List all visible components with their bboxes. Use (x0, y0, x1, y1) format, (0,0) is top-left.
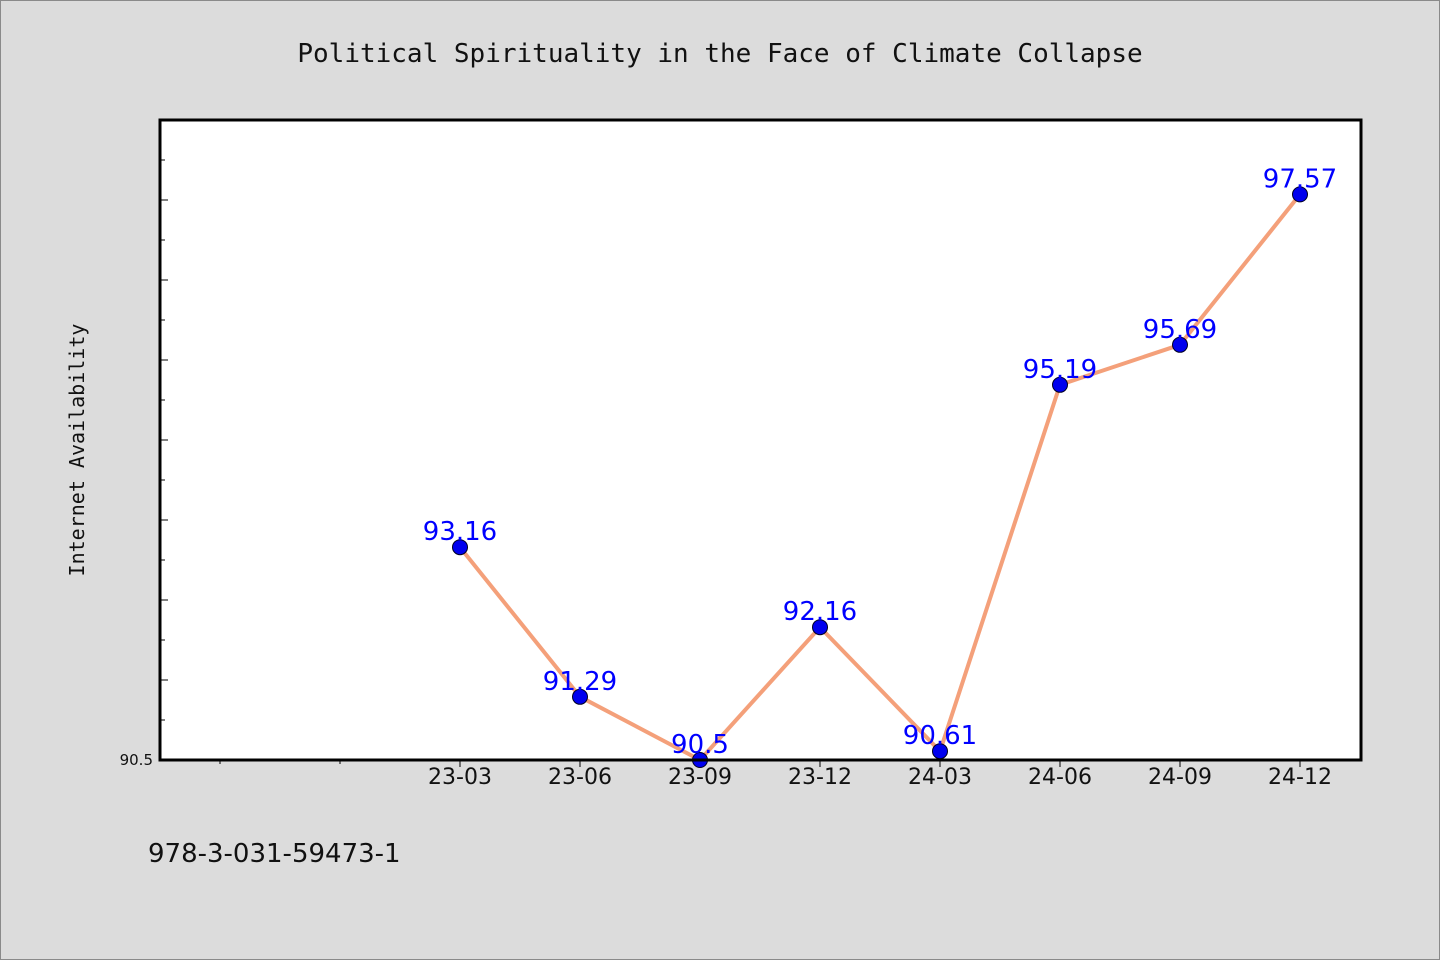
x-tick-label: 24-09 (1148, 765, 1212, 790)
x-tick-label: 24-03 (908, 765, 972, 790)
data-labels: 93.16 91.29 90.5 92.16 90.61 95.19 95.69 97.57 (423, 164, 1337, 760)
data-label: 95.19 (1023, 355, 1097, 385)
data-point (452, 539, 468, 556)
data-label: 97.57 (1263, 164, 1337, 194)
footer-isbn: 978-3-031-59473-1 (148, 839, 401, 869)
x-tick-label: 23-09 (668, 765, 732, 790)
x-tick-label: 23-03 (428, 765, 492, 790)
data-label: 95.69 (1143, 315, 1217, 345)
data-point (572, 688, 588, 705)
y-tick-labels: 90.5 (120, 751, 153, 769)
data-label: 93.16 (423, 517, 497, 547)
y-tick-label: 90.5 (120, 751, 153, 769)
data-label: 90.61 (903, 721, 977, 751)
data-label: 91.29 (543, 667, 617, 697)
x-tick-label: 23-06 (548, 765, 612, 790)
data-label: 92.16 (783, 597, 857, 627)
x-tick-labels: 23-03 23-06 23-09 23-12 24-03 24-06 24-09 24-12 (428, 765, 1332, 790)
x-tick-label: 24-12 (1268, 765, 1332, 790)
data-point (1052, 376, 1068, 393)
data-markers (452, 186, 1308, 768)
plot-border (158, 118, 1363, 762)
y-axis-label: Internet Availability (65, 324, 89, 577)
data-point (1172, 336, 1188, 353)
data-label: 90.5 (671, 730, 729, 760)
x-tick-label: 23-12 (788, 765, 852, 790)
x-tick-label: 24-06 (1028, 765, 1092, 790)
chart-title: Political Spirituality in the Face of Cl… (297, 39, 1142, 69)
series-line-group (458, 193, 1302, 762)
plot-area (160, 120, 1361, 760)
series-line (458, 193, 1302, 762)
data-point (812, 619, 828, 636)
data-point (1292, 186, 1308, 203)
